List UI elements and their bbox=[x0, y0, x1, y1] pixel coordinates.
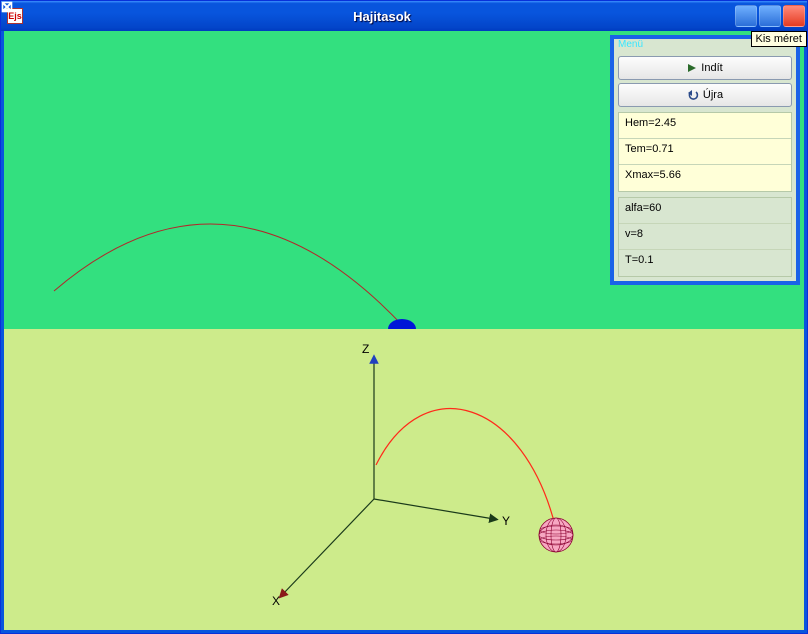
projectile-3d bbox=[539, 518, 573, 552]
minimize-button[interactable] bbox=[735, 5, 757, 27]
axis-y-label: Y bbox=[502, 514, 510, 528]
input-fields: alfa=60 v=8 T=0.1 bbox=[618, 197, 792, 277]
maximize-button[interactable] bbox=[759, 5, 781, 27]
window-buttons bbox=[735, 5, 805, 27]
input-alfa[interactable]: alfa=60 bbox=[619, 198, 791, 224]
start-button-label: Indít bbox=[701, 62, 722, 74]
window-title: Hajitasok bbox=[29, 9, 735, 24]
output-tem: Tem=0.71 bbox=[619, 139, 791, 165]
start-button[interactable]: Indít bbox=[618, 56, 792, 80]
play-icon bbox=[687, 63, 697, 73]
menu-panel: Menü Indít Újra Hem=2.45 bbox=[610, 35, 800, 285]
projectile-2d bbox=[388, 319, 416, 329]
menu-inner: Indít Újra Hem=2.45 Tem=0.71 Xmax=5.66 bbox=[614, 52, 796, 281]
plot-3d-canvas[interactable]: Z Y X bbox=[4, 329, 804, 629]
reset-button-label: Újra bbox=[703, 89, 723, 101]
axis-x bbox=[282, 499, 374, 595]
output-hem: Hem=2.45 bbox=[619, 113, 791, 139]
input-v[interactable]: v=8 bbox=[619, 224, 791, 250]
close-button[interactable] bbox=[783, 5, 805, 27]
trajectory-3d bbox=[376, 409, 556, 529]
axis-z-label: Z bbox=[362, 342, 369, 356]
plot-2d-panel: Menü Indít Újra Hem=2.45 bbox=[4, 31, 804, 329]
reset-button[interactable]: Újra bbox=[618, 83, 792, 107]
plot-3d-panel: Z Y X bbox=[4, 329, 804, 630]
application-window: Ejs Hajitasok Kis méret Menü bbox=[0, 0, 808, 634]
trajectory-2d bbox=[54, 224, 404, 327]
client-area: Menü Indít Újra Hem=2.45 bbox=[1, 31, 807, 633]
undo-icon bbox=[687, 89, 699, 101]
minimize-tooltip: Kis méret bbox=[751, 31, 807, 47]
input-t[interactable]: T=0.1 bbox=[619, 250, 791, 276]
output-fields: Hem=2.45 Tem=0.71 Xmax=5.66 bbox=[618, 112, 792, 192]
titlebar[interactable]: Ejs Hajitasok Kis méret bbox=[1, 1, 807, 31]
axis-x-label: X bbox=[272, 594, 280, 608]
axis-y bbox=[374, 499, 494, 519]
output-xmax: Xmax=5.66 bbox=[619, 165, 791, 191]
